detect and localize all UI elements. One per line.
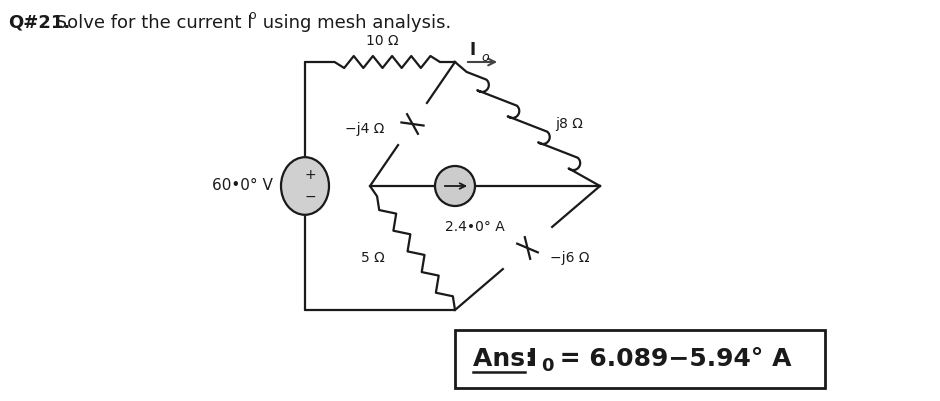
Text: $\mathbf{I}$: $\mathbf{I}$ [469, 41, 476, 59]
Text: 5 Ω: 5 Ω [361, 251, 384, 265]
Text: +: + [305, 168, 316, 182]
Text: −j6 Ω: −j6 Ω [550, 251, 589, 265]
Text: Solve for the current I: Solve for the current I [50, 14, 253, 32]
FancyBboxPatch shape [455, 330, 825, 388]
Text: 60•0° V: 60•0° V [212, 178, 273, 194]
Text: o: o [248, 9, 256, 22]
Text: −j4 Ω: −j4 Ω [345, 122, 384, 136]
Text: 10 Ω: 10 Ω [367, 34, 399, 48]
Text: using mesh analysis.: using mesh analysis. [257, 14, 451, 32]
Text: Ans:: Ans: [473, 347, 543, 371]
Text: $\mathit{o}$: $\mathit{o}$ [481, 51, 490, 64]
Text: $\mathbf{I}$: $\mathbf{I}$ [527, 347, 536, 371]
Text: Q#21.: Q#21. [8, 14, 70, 32]
Text: 0: 0 [541, 357, 554, 375]
Text: 2.4•0° A: 2.4•0° A [445, 220, 505, 234]
Circle shape [435, 166, 475, 206]
Text: = 6.089−5.94° A: = 6.089−5.94° A [551, 347, 791, 371]
Text: −: − [305, 190, 316, 204]
Ellipse shape [281, 157, 329, 215]
Text: j8 Ω: j8 Ω [556, 117, 584, 131]
